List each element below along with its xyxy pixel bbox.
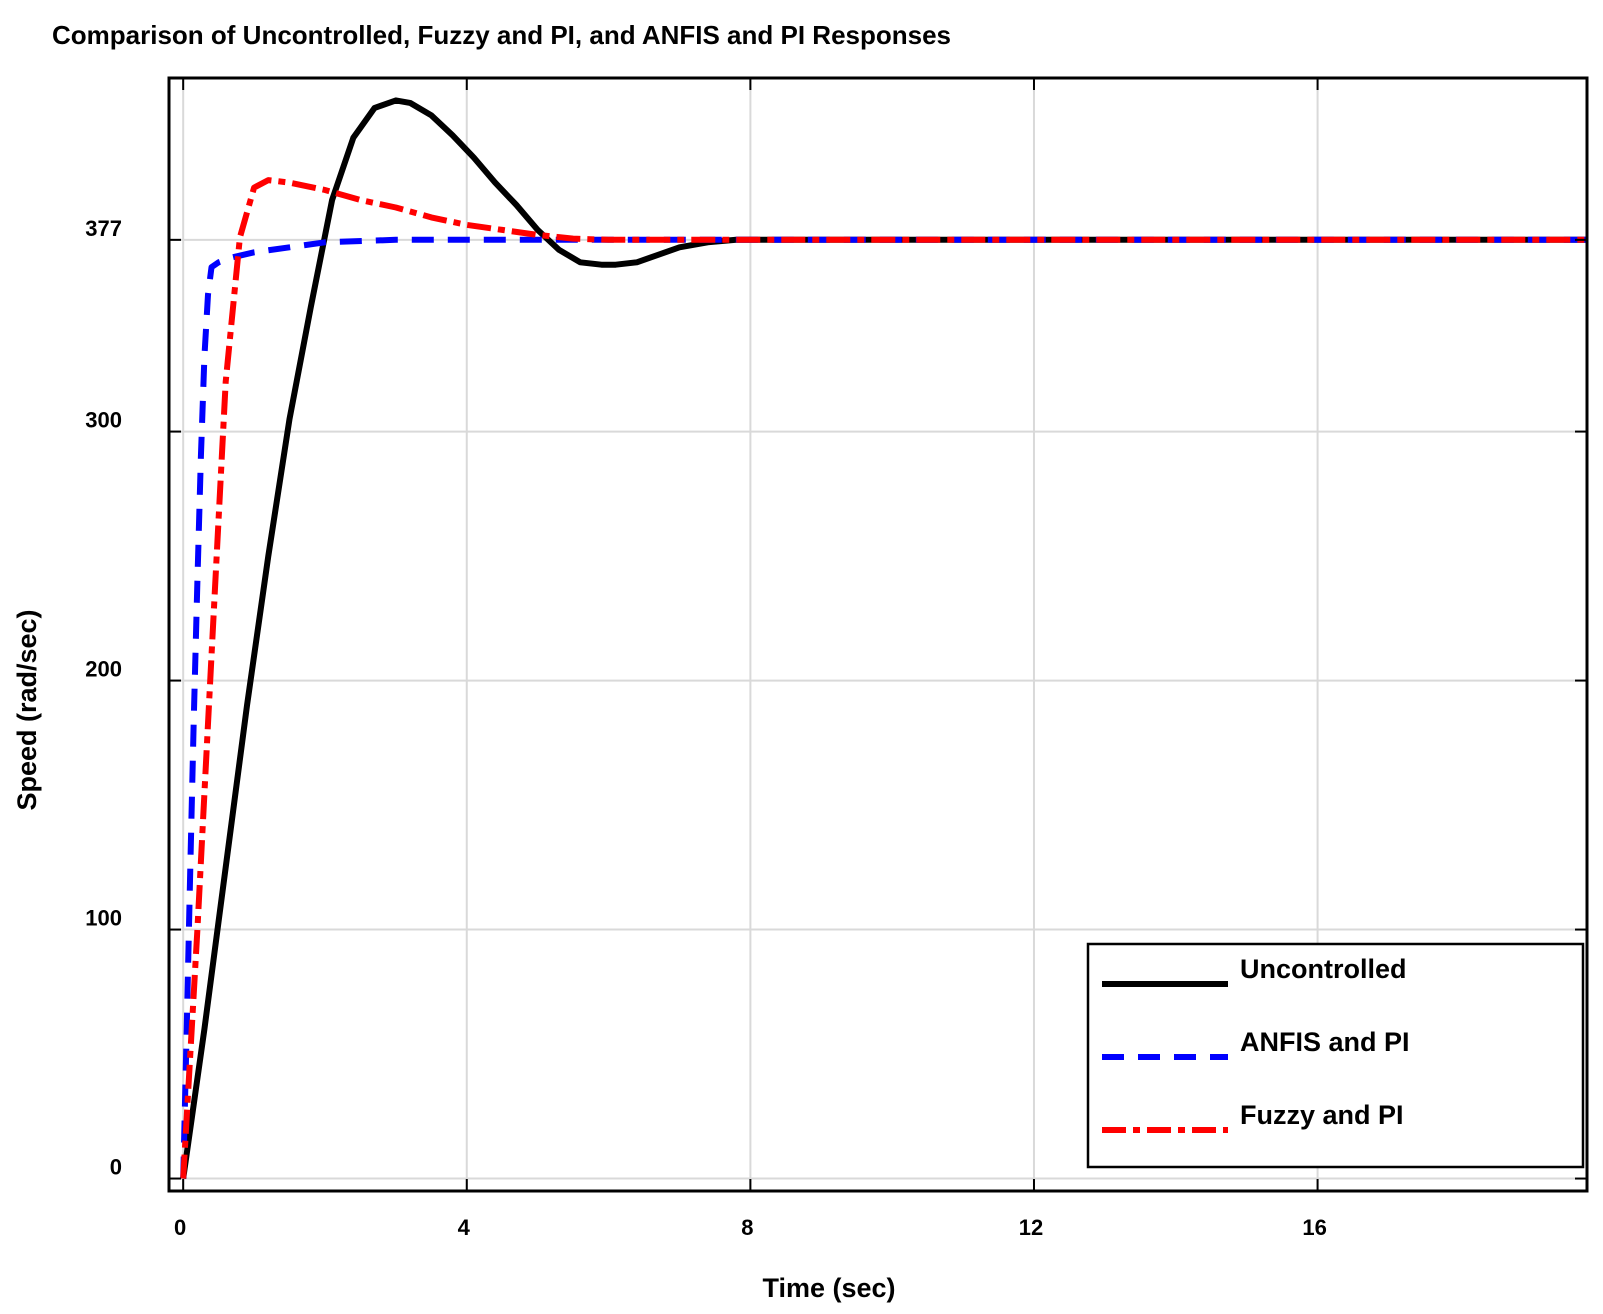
y-tick-label: 300 <box>85 408 122 433</box>
y-tick-label: 0 <box>110 1155 122 1180</box>
x-tick-label: 4 <box>458 1215 471 1240</box>
y-tick-labels: 0 100 200 300 377 <box>85 216 122 1180</box>
y-tick-label: 200 <box>85 657 122 682</box>
legend-label: ANFIS and PI <box>1240 1027 1410 1057</box>
plot-frame <box>167 76 1589 1193</box>
axis-ticks <box>169 78 1587 1191</box>
x-tick-label: 16 <box>1302 1215 1326 1240</box>
legend: Uncontrolled ANFIS and PI Fuzzy and PI <box>1086 942 1585 1169</box>
x-axis-label: Time (sec) <box>762 1273 895 1303</box>
y-tick-label: 377 <box>85 216 122 241</box>
series-line-anfis-and-pi <box>180 236 1587 1179</box>
y-axis-label: Speed (rad/sec) <box>12 609 42 810</box>
x-tick-label: 8 <box>741 1215 753 1240</box>
x-tick-label: 0 <box>174 1215 186 1240</box>
legend-label: Uncontrolled <box>1240 954 1407 984</box>
legend-label: Fuzzy and PI <box>1240 1100 1404 1130</box>
chart-title: Comparison of Uncontrolled, Fuzzy and PI… <box>52 20 951 50</box>
x-tick-labels: 0 4 8 12 16 <box>174 1215 1327 1240</box>
x-tick-label: 12 <box>1019 1215 1043 1240</box>
y-tick-label: 100 <box>85 906 122 931</box>
plot-area <box>180 97 1587 1180</box>
